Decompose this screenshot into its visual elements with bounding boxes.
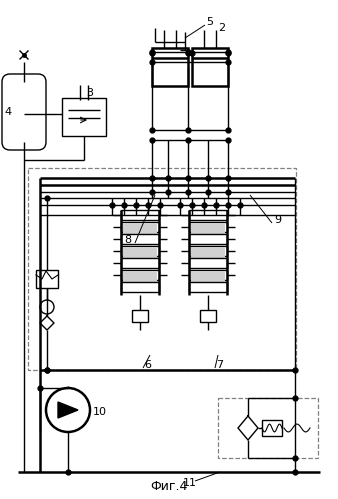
Polygon shape [58,402,78,418]
Bar [189,258,227,268]
Bar [189,234,227,244]
Text: 3: 3 [87,88,94,98]
Bar [36,270,58,288]
Text: 4: 4 [4,107,11,117]
Text: 11: 11 [183,478,197,488]
Bar [123,271,157,281]
Bar [191,223,225,233]
Bar [121,222,159,232]
Bar [121,234,159,244]
Bar [121,246,159,256]
Bar [68,100,100,128]
Bar [121,282,159,292]
Bar [191,271,225,281]
Text: 9: 9 [274,215,282,225]
Bar [123,247,157,257]
Bar [191,247,225,257]
Bar [262,420,282,436]
Bar [218,398,318,458]
Text: 8: 8 [124,235,131,245]
Bar [121,210,159,220]
Bar [28,168,296,370]
Bar [200,310,216,322]
Bar [189,222,227,232]
Text: Фиг.4: Фиг.4 [150,481,188,494]
FancyBboxPatch shape [2,74,46,150]
Text: 7: 7 [216,360,223,370]
Bar [152,48,188,86]
Bar [121,258,159,268]
Text: 2: 2 [218,23,225,33]
Bar [189,210,227,220]
Bar [189,246,227,256]
Bar [192,48,228,86]
Circle shape [40,300,54,314]
Circle shape [46,388,90,432]
Bar [123,223,157,233]
Bar [68,110,100,118]
Bar [62,98,106,136]
Text: 5: 5 [207,17,214,27]
Bar [132,310,148,322]
Bar [189,282,227,292]
Bar [189,270,227,280]
Bar [121,270,159,280]
Text: 6: 6 [145,360,151,370]
Text: 10: 10 [93,407,107,417]
